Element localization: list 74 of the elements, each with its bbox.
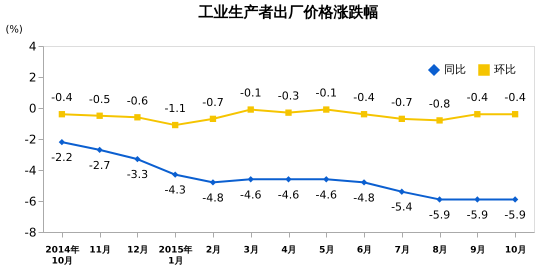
data-label: -5.4 bbox=[391, 200, 413, 214]
x-tick-label: 10月 bbox=[504, 244, 526, 256]
data-label: -4.6 bbox=[278, 188, 300, 202]
x-tick-label: 3月 bbox=[244, 244, 259, 256]
x-tick-label: 6月 bbox=[356, 244, 372, 256]
data-label: -0.4 bbox=[504, 91, 526, 104]
y-axis-title: (%) bbox=[6, 24, 23, 36]
y-tick-label: -8 bbox=[24, 226, 36, 240]
y-tick-label: 0 bbox=[28, 102, 36, 116]
data-label: -0.1 bbox=[240, 86, 262, 100]
point bbox=[360, 111, 368, 118]
data-label: -0.3 bbox=[278, 90, 300, 103]
point bbox=[210, 116, 216, 122]
data-label: -0.1 bbox=[316, 86, 338, 100]
x-tick-label: 12月 bbox=[127, 244, 149, 256]
y-tick-label: -6 bbox=[24, 194, 36, 208]
point bbox=[96, 112, 103, 119]
point bbox=[134, 114, 141, 120]
point bbox=[248, 176, 254, 182]
point bbox=[58, 138, 66, 146]
point bbox=[323, 106, 330, 113]
x-tick-label: 2015年 1月 bbox=[158, 244, 193, 266]
data-label: -1.1 bbox=[164, 102, 186, 116]
data-label: -5.9 bbox=[428, 208, 450, 222]
data-label: -0.5 bbox=[88, 92, 110, 106]
point bbox=[172, 171, 178, 178]
point bbox=[210, 179, 216, 186]
data-label: -5.9 bbox=[504, 208, 526, 222]
data-label: -0.7 bbox=[202, 96, 224, 109]
data-label: -4.6 bbox=[240, 188, 262, 202]
data-label: -0.7 bbox=[391, 96, 413, 109]
data-label: -4.3 bbox=[164, 184, 186, 197]
point bbox=[436, 117, 443, 124]
point bbox=[474, 111, 481, 118]
x-tick-label: 2014年 10月 bbox=[45, 244, 80, 266]
chart-title: 工业生产者出厂价格涨跌幅 bbox=[198, 3, 378, 21]
point bbox=[512, 111, 518, 118]
data-label: -2.2 bbox=[51, 151, 73, 164]
point bbox=[96, 146, 103, 154]
y-tick-label: 4 bbox=[28, 40, 36, 54]
x-tick-label: 5月 bbox=[319, 244, 334, 256]
point bbox=[285, 109, 292, 116]
data-label: -0.4 bbox=[51, 91, 73, 104]
data-label: -2.7 bbox=[88, 158, 110, 172]
point bbox=[134, 156, 141, 162]
data-label: -0.4 bbox=[466, 91, 488, 104]
x-tick-label: 2月 bbox=[206, 244, 222, 256]
data-label: -3.3 bbox=[126, 168, 148, 182]
data-label: -4.6 bbox=[316, 188, 338, 202]
point bbox=[58, 111, 66, 118]
x-tick-label: 9月 bbox=[470, 244, 486, 256]
legend-label: 同比 bbox=[444, 63, 466, 76]
y-tick-label: 2 bbox=[28, 70, 36, 84]
x-tick-label: 8月 bbox=[432, 244, 448, 256]
point bbox=[248, 106, 254, 113]
data-label: -4.8 bbox=[202, 191, 224, 204]
point bbox=[323, 176, 330, 182]
point bbox=[398, 116, 405, 122]
data-label: -0.6 bbox=[126, 94, 148, 108]
point bbox=[360, 179, 368, 186]
data-label: -4.8 bbox=[353, 191, 375, 204]
data-label: -5.9 bbox=[466, 208, 488, 222]
legend-label: 环比 bbox=[494, 63, 516, 76]
y-tick-label: -2 bbox=[24, 132, 36, 146]
point bbox=[436, 196, 443, 203]
data-label: -0.8 bbox=[428, 97, 450, 110]
point bbox=[398, 188, 405, 195]
point bbox=[285, 176, 292, 182]
x-tick-label: 7月 bbox=[394, 244, 410, 256]
y-tick-label: -4 bbox=[24, 164, 36, 178]
x-tick-label: 11月 bbox=[89, 244, 111, 256]
point bbox=[172, 122, 178, 128]
x-tick-label: 4月 bbox=[281, 244, 297, 256]
data-label: -0.4 bbox=[353, 91, 375, 104]
